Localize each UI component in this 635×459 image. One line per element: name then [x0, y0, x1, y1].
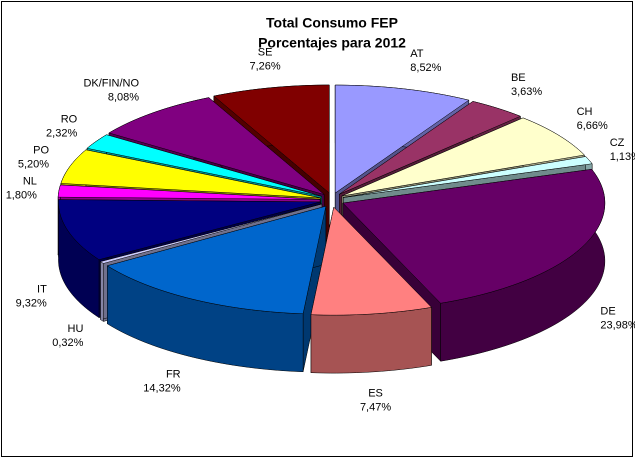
slice-top [310, 206, 433, 316]
slice-label: FR [166, 369, 181, 381]
slice-label: BE [511, 72, 526, 84]
slice-top [343, 156, 593, 198]
slice-top [86, 134, 322, 197]
slice-label: NL [23, 176, 37, 188]
slice-top [57, 184, 321, 200]
slice-label: ES [368, 387, 383, 399]
slice-value-label: 1,80% [6, 190, 37, 202]
slice-top [99, 203, 322, 264]
slice-label: SE [258, 47, 273, 59]
slice-label: CH [577, 106, 593, 118]
slice-label: HU [68, 323, 84, 335]
slice-label: DE [600, 306, 615, 318]
slice-value-label: 8,08% [108, 92, 139, 104]
slice-top [106, 205, 327, 315]
slice-value-label: 14,32% [143, 383, 181, 395]
slice-label: IT [37, 283, 47, 295]
slice-top [108, 97, 325, 195]
slice-top [339, 101, 522, 195]
slice-label: AT [410, 48, 424, 60]
slice-value-label: 0,32% [52, 337, 83, 349]
slice-value-label: 2,32% [46, 128, 77, 140]
slice-value-label: 9,32% [16, 297, 47, 309]
slice-top [58, 199, 321, 260]
slice-label: CZ [610, 137, 625, 149]
slice-label: RO [61, 114, 78, 126]
slice-value-label: 7,47% [360, 401, 391, 413]
slice-value-label: 8,52% [410, 62, 441, 74]
slice-side [310, 307, 432, 374]
slice-label: PO [33, 145, 49, 157]
slice-top [341, 117, 585, 197]
slice-top [60, 149, 321, 199]
chart-subtitle: Porcentajes para 2012 [258, 35, 406, 51]
slice-value-label: 6,66% [577, 120, 608, 132]
chart-title: Total Consumo FEP [266, 15, 398, 31]
slice-label: DK/FIN/NO [83, 78, 139, 90]
slice-side [100, 261, 104, 322]
slice-value-label: 5,20% [18, 159, 49, 171]
slice-top [213, 84, 330, 194]
slice-value-label: 7,26% [249, 61, 280, 73]
slice-top [342, 168, 606, 304]
slice-value-label: 1,13% [610, 151, 635, 163]
slice-value-label: 3,63% [511, 86, 542, 98]
slice-top [334, 84, 470, 194]
slice [310, 206, 433, 374]
slice-value-label: 23,98% [600, 320, 635, 332]
slice [106, 205, 327, 373]
